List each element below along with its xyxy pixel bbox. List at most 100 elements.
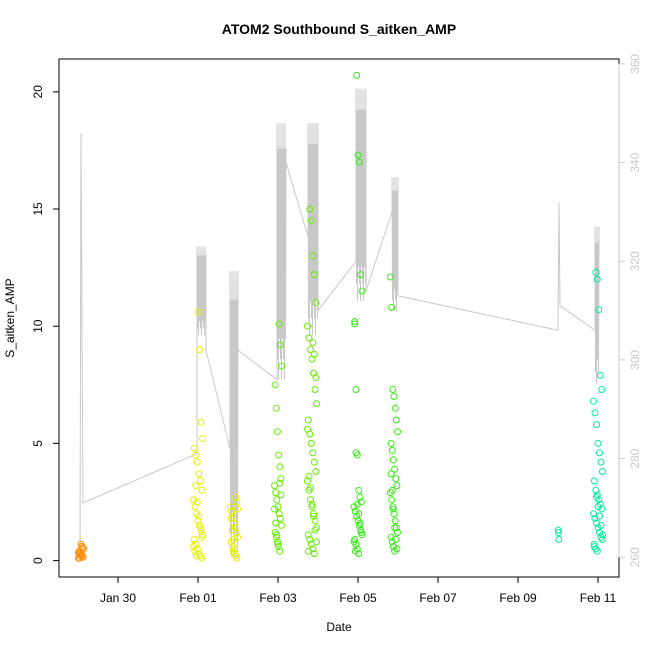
data-point [309, 339, 317, 347]
data-point [193, 552, 200, 560]
data-point [313, 400, 320, 408]
data-point [590, 397, 597, 405]
data-point [227, 503, 234, 511]
x-axis-label: Date [326, 620, 352, 634]
y-axis: 0 5 10 15 20 [31, 85, 60, 564]
data-point [79, 544, 87, 552]
data-point [387, 489, 394, 497]
data-point [389, 386, 397, 393]
data-point [311, 517, 319, 525]
data-point [194, 308, 202, 316]
data-point [276, 341, 284, 349]
data-point [195, 470, 203, 478]
data-point [195, 550, 203, 558]
data-point [356, 519, 364, 527]
data-point [312, 468, 320, 475]
data-point [590, 540, 598, 548]
data-point [75, 554, 83, 562]
data-point [304, 425, 311, 433]
data-point [190, 543, 197, 550]
data-point [596, 512, 603, 520]
data-point [392, 536, 400, 543]
data-point [227, 538, 235, 546]
data-point [351, 320, 359, 328]
data-point [387, 439, 395, 447]
data-point [590, 543, 598, 550]
data-point [307, 496, 314, 504]
data-point [196, 477, 204, 485]
data-point [310, 271, 318, 279]
data-point [355, 486, 363, 494]
data-point [273, 531, 281, 539]
data-point [198, 486, 206, 494]
data-point [394, 428, 401, 436]
data-point [193, 545, 201, 553]
data-point [596, 500, 604, 508]
data-point [354, 151, 362, 159]
data-point [228, 507, 236, 515]
data-point [388, 304, 396, 311]
data-point [192, 540, 200, 548]
data-point [599, 531, 606, 539]
gray-trace-line [79, 88, 600, 563]
data-point [190, 536, 198, 543]
data-point [352, 386, 360, 393]
data-point [555, 536, 563, 543]
data-point [275, 451, 283, 459]
data-point [190, 496, 197, 504]
right-tick-label: 260 [628, 547, 642, 567]
data-point [357, 529, 365, 536]
data-point [595, 496, 603, 504]
data-point [273, 496, 281, 504]
data-point [356, 493, 364, 501]
data-point [358, 287, 366, 295]
data-point [387, 470, 395, 478]
data-point [598, 386, 606, 393]
x-tick-label: Feb 11 [580, 591, 617, 605]
data-point [310, 458, 318, 466]
data-point [272, 519, 280, 527]
data-point [277, 491, 285, 499]
data-point [308, 500, 316, 508]
data-point [275, 510, 283, 518]
x-tick-label: Feb 01 [179, 591, 217, 605]
x-tick-label: Feb 09 [499, 591, 537, 605]
data-point [596, 449, 603, 457]
data-point [598, 505, 606, 513]
data-point [355, 158, 363, 166]
data-point [594, 503, 602, 511]
y-tick-label: 15 [31, 202, 45, 216]
data-point [193, 458, 201, 466]
data-point [391, 465, 399, 473]
data-point [310, 350, 318, 358]
data-point [193, 510, 200, 518]
data-point [350, 538, 358, 546]
chart-title: ATOM2 Southbound S_aitken_AMP [222, 21, 456, 37]
data-point [276, 514, 284, 522]
data-point [304, 531, 312, 539]
data-point [353, 545, 361, 553]
y-axis-label: S_aitken_AMP [3, 278, 17, 357]
data-point [233, 498, 241, 506]
data-point [311, 526, 319, 534]
data-point [593, 275, 601, 283]
data-point [313, 538, 320, 546]
data-point [351, 547, 359, 555]
data-point [554, 526, 562, 534]
data-point [389, 456, 397, 464]
data-point [227, 514, 235, 522]
data-point [191, 547, 199, 555]
data-point [555, 529, 562, 536]
data-point [192, 451, 200, 459]
data-point [357, 498, 365, 506]
data-point [597, 458, 605, 466]
data-point [593, 493, 600, 501]
data-point [304, 547, 312, 555]
y-tick-label: 10 [31, 319, 45, 333]
right-tick-label: 320 [628, 251, 642, 271]
data-point [594, 439, 602, 447]
data-point [193, 498, 201, 506]
data-point [392, 475, 400, 483]
data-point [357, 271, 365, 279]
